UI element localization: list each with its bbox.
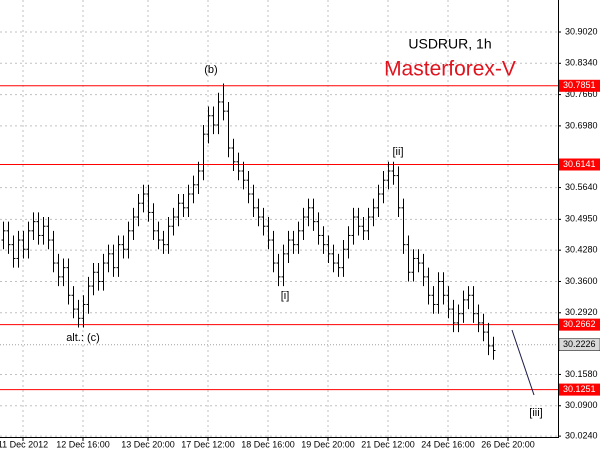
level-label-bg bbox=[559, 318, 600, 331]
level-label: 30.7851 bbox=[563, 80, 596, 90]
y-tick-label: 30.4280 bbox=[565, 245, 598, 255]
x-tick-label: 24 Dec 16:00 bbox=[421, 439, 475, 449]
level-label: 30.6141 bbox=[563, 159, 596, 169]
y-tick-label: 30.7660 bbox=[565, 89, 598, 99]
levels-layer bbox=[0, 85, 558, 391]
x-tick-label: 13 Dec 20:00 bbox=[121, 439, 175, 449]
y-tick-label: 30.3600 bbox=[565, 276, 598, 286]
annotation: (b) bbox=[204, 64, 217, 76]
x-tick-label: 26 Dec 20:00 bbox=[481, 439, 535, 449]
last-price-label: 30.2226 bbox=[563, 339, 596, 349]
last-price-bg bbox=[558, 338, 600, 351]
level-label-bg bbox=[559, 79, 600, 92]
x-tick-label: 12 Dec 16:00 bbox=[56, 439, 110, 449]
y-tick-label: 30.2920 bbox=[565, 307, 598, 317]
forecast-line bbox=[511, 329, 535, 396]
x-tick-label: 21 Dec 12:00 bbox=[361, 439, 415, 449]
level-label-bg bbox=[559, 383, 600, 396]
x-tick-label: 19 Dec 20:00 bbox=[301, 439, 355, 449]
level-label: 30.1251 bbox=[563, 384, 596, 394]
y-tick-label: 30.8340 bbox=[565, 58, 598, 68]
annotation: alt.: (c) bbox=[66, 332, 100, 344]
bars-layer bbox=[1, 83, 496, 360]
chart-title: USDRUR, 1h bbox=[408, 36, 491, 52]
annotation: [ii] bbox=[393, 146, 404, 158]
y-tick-label: 30.5640 bbox=[565, 182, 598, 192]
level-label-bg bbox=[559, 158, 600, 171]
level-label: 30.2662 bbox=[563, 319, 596, 329]
annotation: [iii] bbox=[529, 407, 542, 419]
grid-layer bbox=[0, 0, 558, 437]
chart-subtitle: Masterforex-V bbox=[384, 58, 516, 81]
x-tick-label: 17 Dec 12:00 bbox=[181, 439, 235, 449]
x-tick-label: 11 Dec 2012 bbox=[0, 439, 48, 449]
axis-layer: 30.9020 30.8340 30.7660 30.6980 30.5640 30.49… bbox=[0, 26, 600, 449]
y-tick-label: 30.4950 bbox=[565, 214, 598, 224]
y-tick-label: 30.1580 bbox=[565, 369, 598, 379]
x-tick-label: 18 Dec 16:00 bbox=[241, 439, 295, 449]
y-tick-label: 30.6980 bbox=[565, 120, 598, 130]
annotation: [i] bbox=[281, 290, 290, 302]
y-tick-label: 30.0900 bbox=[565, 400, 598, 410]
y-tick-label: 30.9020 bbox=[565, 26, 598, 36]
y-tick-label: 30.0240 bbox=[565, 431, 598, 441]
